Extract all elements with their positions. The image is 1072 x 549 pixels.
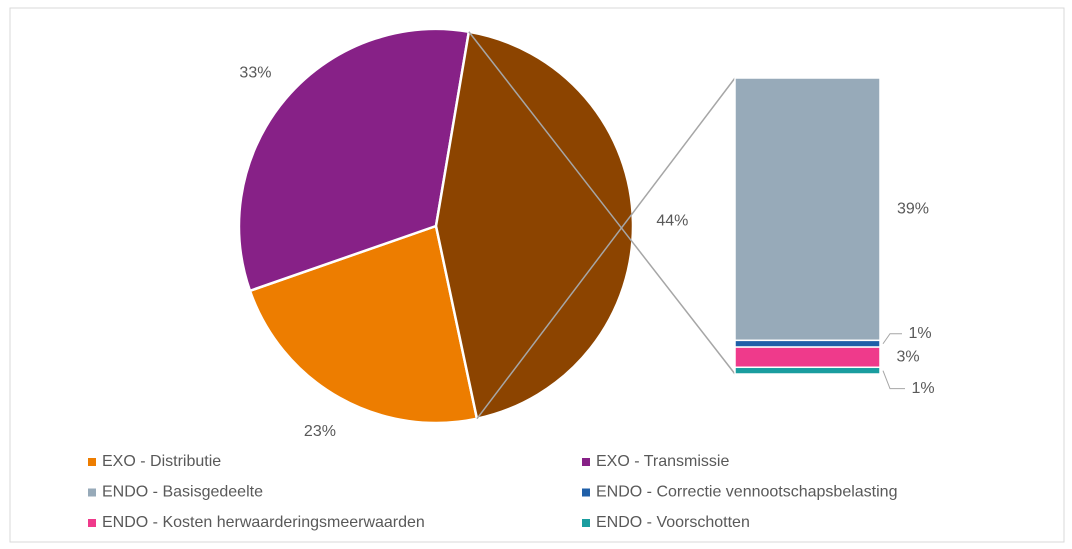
legend-label: ENDO - Kosten herwaarderingsmeerwaarden <box>102 514 425 531</box>
pie-slice <box>248 224 479 425</box>
pie-label: 44% <box>656 212 688 229</box>
pie-label: 33% <box>239 65 271 82</box>
legend-label: ENDO - Basisgedeelte <box>102 484 263 501</box>
legend-label: ENDO - Correctie vennootschapsbelasting <box>596 484 897 501</box>
connector <box>468 31 736 375</box>
legend-label: ENDO - Voorschotten <box>596 514 750 531</box>
legend-swatch <box>88 458 96 466</box>
legend-swatch <box>582 488 590 497</box>
leader-line <box>882 370 905 390</box>
bar-segment <box>734 366 881 375</box>
bar-segment <box>734 346 881 369</box>
pie-slice <box>434 30 635 421</box>
bar-segment <box>734 339 881 348</box>
connector <box>476 77 736 420</box>
pie-slice <box>237 27 471 293</box>
legend-label: EXO - Transmissie <box>596 453 729 470</box>
legend-swatch <box>582 519 590 527</box>
legend-swatch <box>88 519 96 527</box>
legend-swatch <box>582 458 590 466</box>
bar-label: 39% <box>897 200 929 217</box>
leader-line <box>882 333 902 345</box>
bar-label: 3% <box>896 348 919 365</box>
legend-swatch <box>88 488 96 497</box>
bar-label: 1% <box>911 380 934 397</box>
bar-segment <box>734 77 881 342</box>
bar-label: 1% <box>908 325 931 342</box>
legend-label: EXO - Distributie <box>102 453 221 470</box>
pie-label: 23% <box>304 423 336 440</box>
